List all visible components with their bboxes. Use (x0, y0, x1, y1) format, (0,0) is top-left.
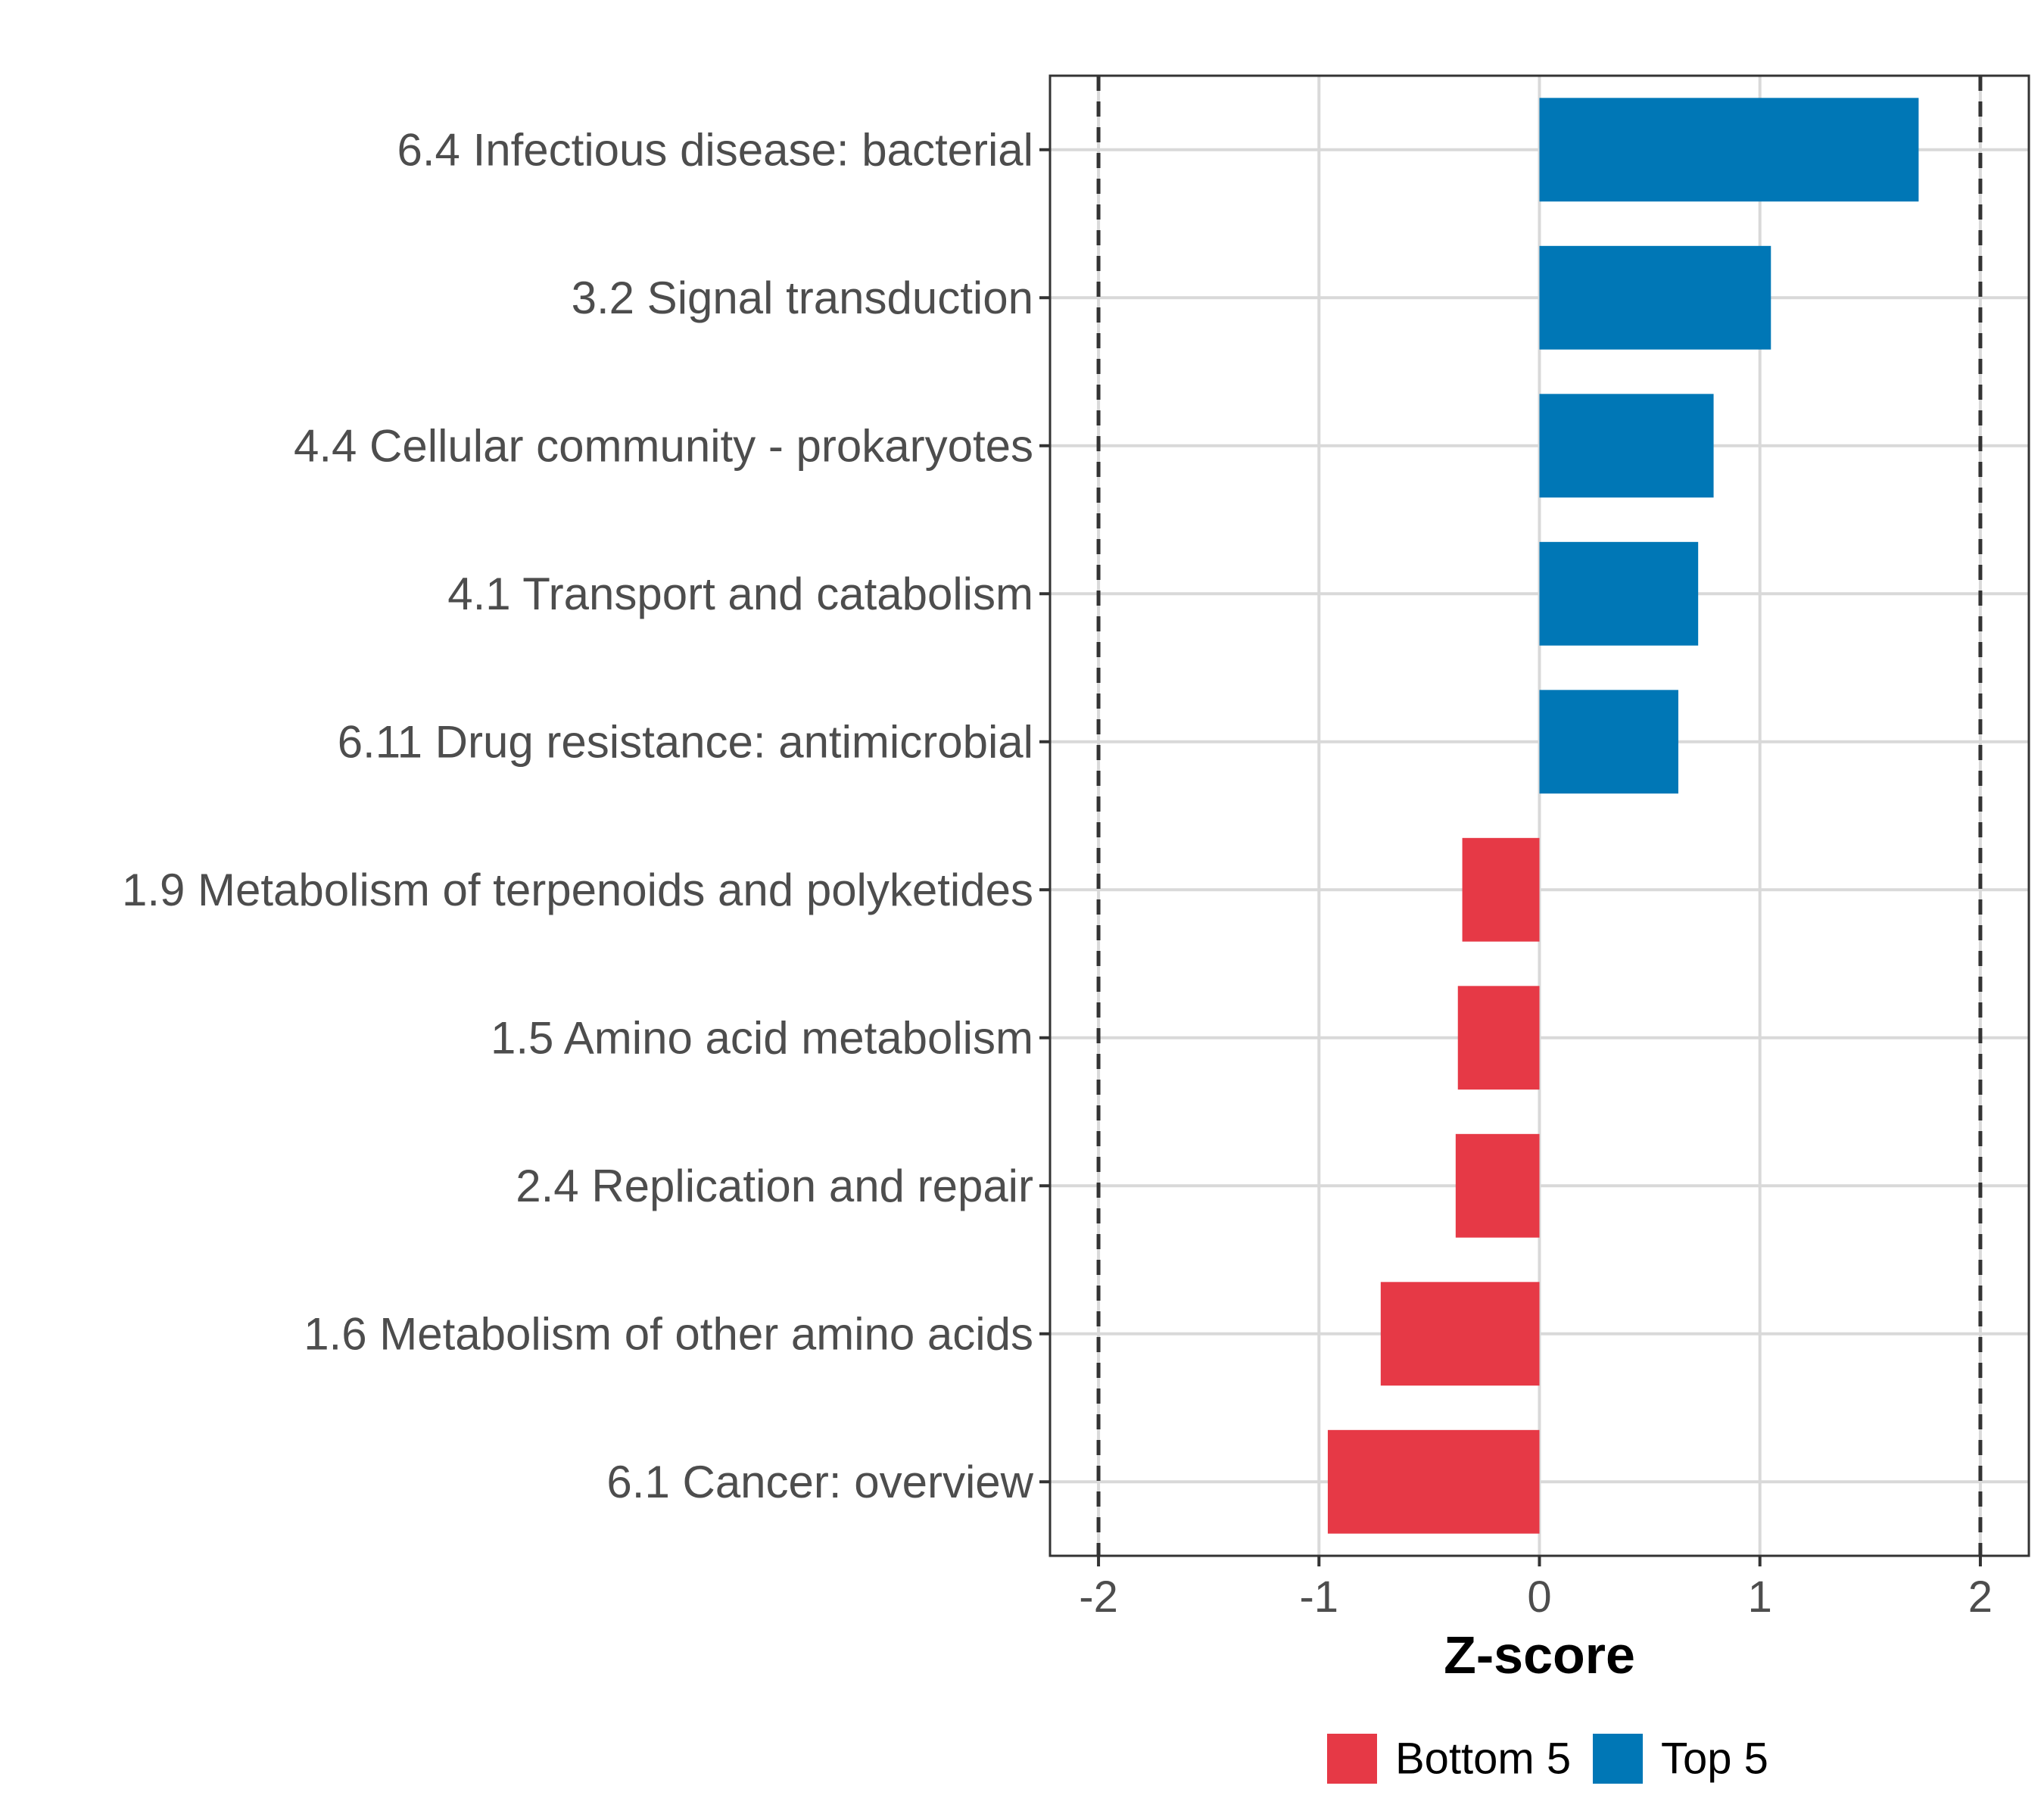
x-tick-label: -2 (1079, 1572, 1118, 1622)
bar-4 (1539, 541, 1699, 646)
bar-7 (1457, 986, 1540, 1090)
bar-10 (1327, 1429, 1540, 1534)
legend-item-top-5: Top 5 (1593, 1734, 1768, 1784)
y-axis: 6.4 Infectious disease: bacterial 3.2 Sig… (122, 124, 1050, 1507)
x-tick-label: -1 (1299, 1572, 1338, 1622)
x-axis-title: Z-score (1444, 1625, 1635, 1685)
legend-label: Top 5 (1661, 1734, 1768, 1784)
category-label: 1.5 Amino acid metabolism (491, 1012, 1033, 1063)
bar-8 (1455, 1133, 1540, 1238)
category-label: 2.4 Replication and repair (516, 1161, 1033, 1211)
legend-swatch (1327, 1734, 1377, 1784)
category-label: 1.9 Metabolism of terpenoids and polyket… (122, 865, 1033, 915)
bar-6 (1462, 837, 1540, 942)
bar-9 (1380, 1282, 1540, 1386)
category-label: 6.11 Drug resistance: antimicrobial (338, 716, 1033, 767)
category-label: 6.1 Cancer: overview (606, 1457, 1033, 1507)
legend: Bottom 5 Top 5 (1327, 1734, 1768, 1784)
reference-lines (1096, 76, 1983, 1556)
x-tick-label: 2 (1968, 1572, 1993, 1622)
bar-1 (1539, 98, 1919, 202)
x-tick-label: 1 (1748, 1572, 1772, 1622)
category-label: 4.1 Transport and catabolism (447, 569, 1033, 619)
category-label: 1.6 Metabolism of other amino acids (304, 1308, 1033, 1359)
bar-5 (1539, 690, 1678, 794)
x-axis: -2 -1 0 1 2 (1079, 1556, 1993, 1622)
bar-2 (1539, 245, 1771, 350)
category-label: 6.4 Infectious disease: bacterial (397, 124, 1034, 175)
bar-3 (1539, 394, 1714, 498)
legend-label: Bottom 5 (1395, 1734, 1571, 1784)
legend-item-bottom-5: Bottom 5 (1327, 1734, 1571, 1784)
bar-layer (1327, 98, 1919, 1534)
x-tick-label: 0 (1527, 1572, 1551, 1622)
category-label: 3.2 Signal transduction (572, 273, 1033, 323)
legend-swatch (1593, 1734, 1643, 1784)
category-label: 4.4 Cellular community - prokaryotes (294, 420, 1033, 471)
